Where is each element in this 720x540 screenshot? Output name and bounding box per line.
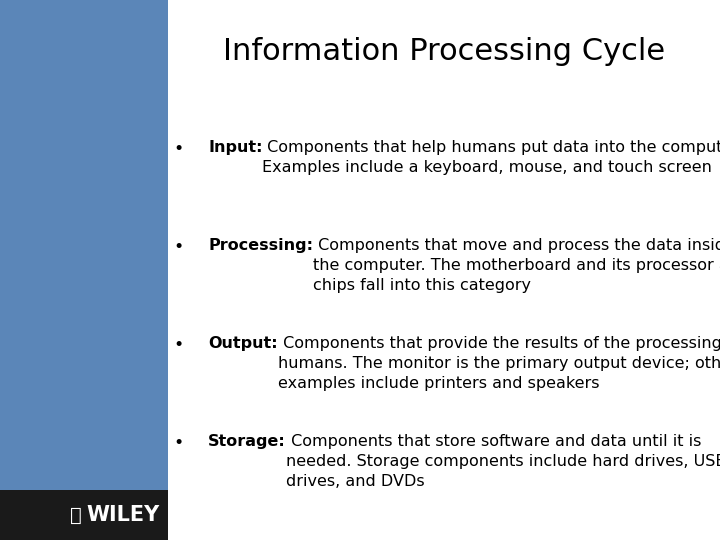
Text: Components that move and process the data inside
the computer. The motherboard a: Components that move and process the dat…: [313, 238, 720, 293]
Text: Ⓛ: Ⓛ: [71, 505, 82, 524]
Text: Components that provide the results of the processing to
humans. The monitor is : Components that provide the results of t…: [278, 336, 720, 390]
Text: •: •: [173, 238, 183, 256]
Text: WILEY: WILEY: [86, 505, 159, 525]
Text: Information Processing Cycle: Information Processing Cycle: [223, 37, 665, 66]
Bar: [0, 490, 168, 540]
Text: Storage:: Storage:: [208, 434, 286, 449]
Text: •: •: [173, 434, 183, 452]
Text: •: •: [173, 140, 183, 158]
Text: Components that help humans put data into the computer.
Examples include a keybo: Components that help humans put data int…: [263, 140, 720, 175]
Text: •: •: [173, 336, 183, 354]
Bar: [0, 0, 168, 490]
Text: Output:: Output:: [208, 336, 278, 351]
Text: Processing:: Processing:: [208, 238, 313, 253]
Text: Components that store software and data until it is
needed. Storage components i: Components that store software and data …: [286, 434, 720, 489]
Text: Input:: Input:: [208, 140, 263, 155]
